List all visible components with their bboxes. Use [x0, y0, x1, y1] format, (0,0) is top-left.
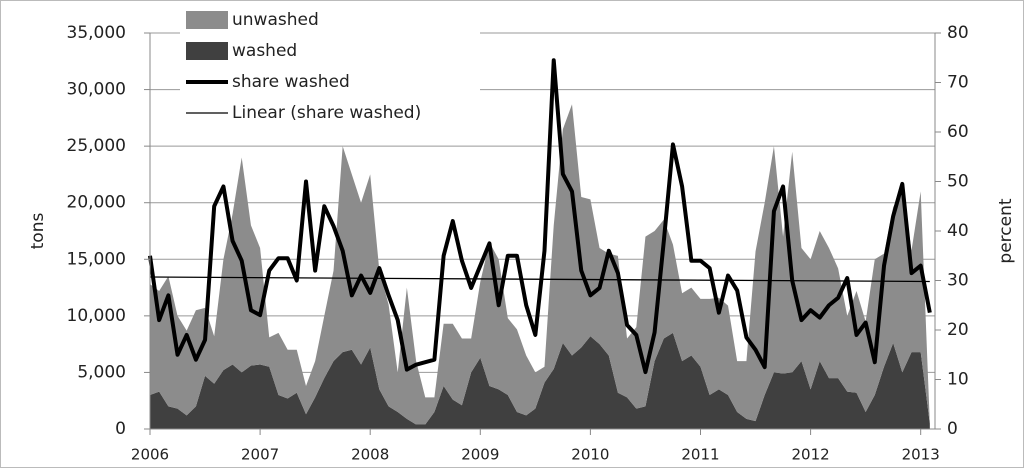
- y-tick-label: 30,000: [67, 80, 126, 100]
- y2-tick-label: 70: [947, 73, 969, 93]
- area: [150, 332, 930, 429]
- y-tick-label: 25,000: [67, 136, 126, 156]
- legend-label: washed: [232, 41, 297, 61]
- legend: unwashed washed share washed Linear (share …: [180, 5, 480, 129]
- y-tick-label: 10,000: [67, 306, 126, 326]
- x-tick-label: 2007: [241, 446, 279, 464]
- marks: [148, 58, 932, 429]
- y2-tick-label: 10: [947, 370, 969, 390]
- y2-tick-label: 30: [947, 271, 969, 291]
- y2-tick-label: 20: [947, 320, 969, 340]
- legend-label: unwashed: [232, 10, 319, 30]
- axes: 0 5,000 10,000 15,000 20,000 25,000 30,000 35,0…: [67, 23, 969, 464]
- y2-axis-label: percent: [996, 198, 1016, 263]
- y-tick-label: 0: [115, 419, 126, 439]
- x-tick-label: 2006: [131, 446, 169, 464]
- y2-tick-label: 40: [947, 221, 969, 241]
- legend-swatch: [186, 11, 228, 29]
- area: [150, 104, 930, 425]
- line: [148, 58, 932, 375]
- y-tick-label: 5,000: [77, 362, 126, 382]
- x-tick-label: 2011: [681, 446, 719, 464]
- legend-swatch: [186, 42, 228, 60]
- legend-label: share washed: [232, 72, 350, 92]
- y2-tick-label: 0: [947, 419, 958, 439]
- x-tick-label: 2012: [791, 446, 829, 464]
- y2-tick-label: 80: [947, 23, 969, 43]
- y-axis-label: tons: [28, 213, 48, 250]
- x-tick-label: 2010: [571, 446, 609, 464]
- x-tick-label: 2008: [351, 446, 389, 464]
- y-tick-label: 35,000: [67, 23, 126, 43]
- x-tick-label: 2013: [902, 446, 940, 464]
- legend-background: [180, 5, 480, 129]
- y-tick-label: 15,000: [67, 249, 126, 269]
- y2-tick-label: 60: [947, 122, 969, 142]
- legend-label: Linear (share washed): [232, 103, 421, 123]
- x-tick-label: 2009: [461, 446, 499, 464]
- y2-tick-label: 50: [947, 172, 969, 192]
- y-tick-label: 20,000: [67, 193, 126, 213]
- line: [149, 276, 930, 283]
